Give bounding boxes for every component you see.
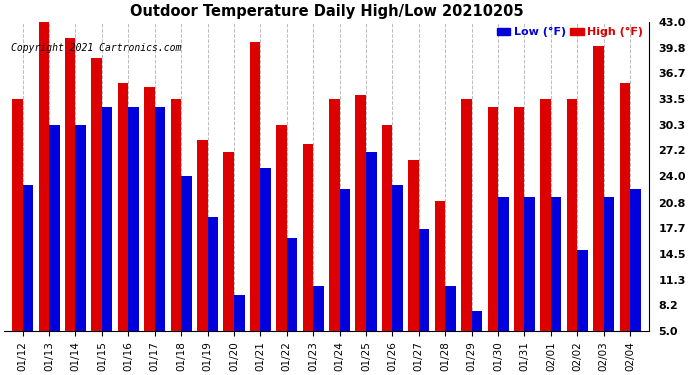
Bar bbox=[393, 184, 403, 331]
Bar bbox=[435, 201, 445, 331]
Bar bbox=[313, 286, 324, 331]
Bar bbox=[514, 107, 524, 331]
Bar bbox=[197, 140, 208, 331]
Bar bbox=[250, 42, 260, 331]
Bar bbox=[12, 99, 23, 331]
Bar bbox=[461, 99, 472, 331]
Bar bbox=[419, 230, 429, 331]
Bar bbox=[408, 160, 419, 331]
Bar bbox=[65, 38, 75, 331]
Bar bbox=[630, 189, 641, 331]
Bar bbox=[170, 99, 181, 331]
Bar bbox=[234, 295, 244, 331]
Bar bbox=[355, 95, 366, 331]
Bar bbox=[472, 311, 482, 331]
Bar bbox=[524, 197, 535, 331]
Bar bbox=[91, 58, 102, 331]
Bar bbox=[488, 107, 498, 331]
Bar bbox=[155, 107, 166, 331]
Bar bbox=[118, 83, 128, 331]
Bar bbox=[551, 197, 562, 331]
Bar bbox=[578, 250, 588, 331]
Text: Copyright 2021 Cartronics.com: Copyright 2021 Cartronics.com bbox=[10, 44, 181, 53]
Bar bbox=[382, 125, 393, 331]
Bar bbox=[620, 83, 630, 331]
Bar bbox=[208, 217, 218, 331]
Bar bbox=[128, 107, 139, 331]
Bar bbox=[339, 189, 350, 331]
Title: Outdoor Temperature Daily High/Low 20210205: Outdoor Temperature Daily High/Low 20210… bbox=[130, 4, 523, 19]
Bar bbox=[540, 99, 551, 331]
Bar bbox=[287, 238, 297, 331]
Bar bbox=[566, 99, 578, 331]
Bar bbox=[260, 168, 271, 331]
Legend: Low (°F), High (°F): Low (°F), High (°F) bbox=[493, 23, 647, 42]
Bar bbox=[49, 125, 59, 331]
Bar bbox=[498, 197, 509, 331]
Bar bbox=[445, 286, 456, 331]
Bar bbox=[303, 144, 313, 331]
Bar bbox=[144, 87, 155, 331]
Bar bbox=[224, 152, 234, 331]
Bar bbox=[102, 107, 112, 331]
Bar bbox=[593, 46, 604, 331]
Bar bbox=[366, 152, 377, 331]
Bar bbox=[329, 99, 339, 331]
Bar bbox=[181, 177, 192, 331]
Bar bbox=[23, 184, 33, 331]
Bar bbox=[39, 22, 49, 331]
Bar bbox=[604, 197, 614, 331]
Bar bbox=[75, 125, 86, 331]
Bar bbox=[276, 125, 287, 331]
